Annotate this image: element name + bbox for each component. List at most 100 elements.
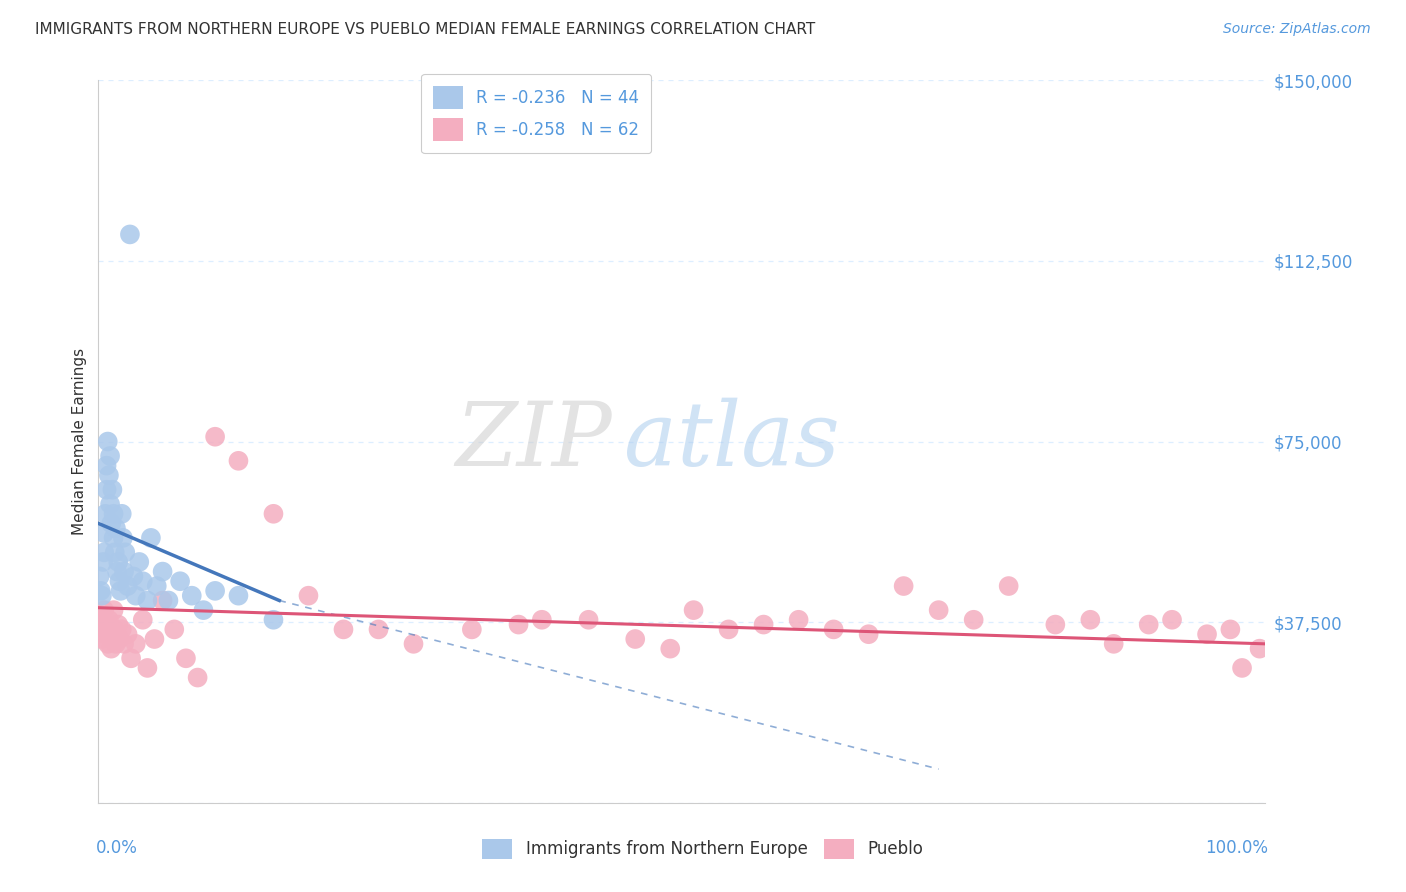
Point [111,507,134,521]
Text: 0.0%: 0.0% [96,838,138,857]
Point [96,458,118,473]
Point [117,579,139,593]
Point [112,637,135,651]
Point [94,507,117,521]
Point [157,593,180,607]
Point [132,613,155,627]
Point [858,627,880,641]
Point [98,449,121,463]
Legend: Immigrants from Northern Europe, Pueblo: Immigrants from Northern Europe, Pueblo [475,832,931,866]
Point [297,589,319,603]
Text: IMMIGRANTS FROM NORTHERN EUROPE VS PUEBLO MEDIAN FEMALE EARNINGS CORRELATION CHA: IMMIGRANTS FROM NORTHERN EUROPE VS PUEBL… [35,22,815,37]
Point [112,565,135,579]
Point [104,545,127,559]
Point [187,671,209,685]
Point [90,589,112,603]
Point [100,516,122,531]
Point [367,623,389,637]
Point [1195,627,1218,641]
Point [96,617,118,632]
Point [125,637,148,651]
Point [91,555,114,569]
Point [193,603,215,617]
Point [624,632,647,646]
Point [93,526,115,541]
Point [114,545,136,559]
Point [111,623,134,637]
Point [204,583,226,598]
Point [98,623,121,637]
Point [100,641,122,656]
Point [169,574,191,589]
Point [1080,613,1102,627]
Point [98,497,121,511]
Point [997,579,1019,593]
Point [928,603,950,617]
Point [262,613,284,627]
Point [578,613,600,627]
Point [111,531,134,545]
Point [1230,661,1253,675]
Point [1137,617,1160,632]
Point [96,483,118,497]
Point [461,623,484,637]
Point [94,627,117,641]
Point [146,579,169,593]
Point [530,613,553,627]
Point [104,521,127,535]
Point [101,627,124,641]
Point [180,589,202,603]
Point [97,468,120,483]
Point [1161,613,1184,627]
Point [136,661,159,675]
Point [90,632,112,646]
Point [97,434,120,449]
Point [962,613,984,627]
Point [228,589,250,603]
Point [90,623,112,637]
Point [120,651,142,665]
Point [90,583,112,598]
Point [104,637,127,651]
Point [717,623,740,637]
Point [152,565,174,579]
Point [105,627,128,641]
Point [117,627,139,641]
Point [752,617,775,632]
Point [93,545,115,559]
Legend: R = -0.236   N = 44, R = -0.258   N = 62: R = -0.236 N = 44, R = -0.258 N = 62 [422,74,651,153]
Point [89,607,111,622]
Point [101,483,124,497]
Point [1219,623,1241,637]
Point [93,603,115,617]
Y-axis label: Median Female Earnings: Median Female Earnings [72,348,87,535]
Point [103,603,125,617]
Point [97,613,120,627]
Point [787,613,810,627]
Point [103,507,125,521]
Point [122,569,145,583]
Point [893,579,915,593]
Point [152,593,174,607]
Text: 100.0%: 100.0% [1205,838,1268,857]
Text: ZIP: ZIP [456,398,612,485]
Point [128,555,150,569]
Point [823,623,845,637]
Point [89,569,111,583]
Text: Source: ZipAtlas.com: Source: ZipAtlas.com [1223,22,1371,37]
Point [91,613,114,627]
Point [508,617,530,632]
Point [1045,617,1067,632]
Point [118,227,141,242]
Point [402,637,425,651]
Point [174,651,197,665]
Point [125,589,148,603]
Point [108,632,131,646]
Point [228,454,250,468]
Point [163,623,186,637]
Point [204,430,226,444]
Point [682,603,704,617]
Point [103,531,125,545]
Point [97,637,120,651]
Point [1249,641,1271,656]
